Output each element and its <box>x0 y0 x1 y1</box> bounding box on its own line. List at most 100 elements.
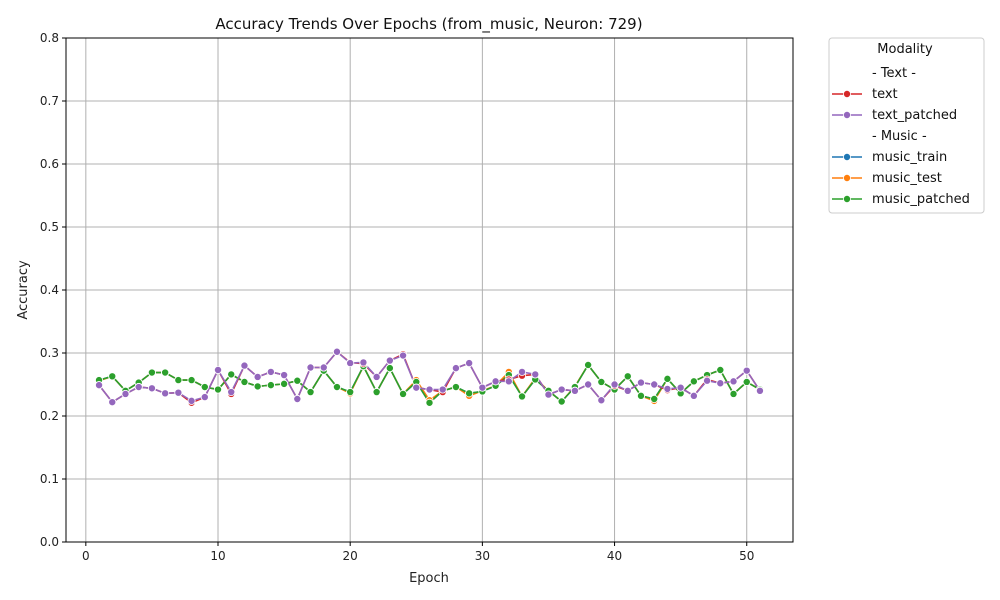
data-point-text_patched <box>425 385 434 394</box>
data-point-text_patched <box>161 389 170 398</box>
data-point-music_patched <box>465 389 474 398</box>
data-point-text_patched <box>597 396 606 405</box>
data-point-text_patched <box>399 351 408 360</box>
chart-title: Accuracy Trends Over Epochs (from_music,… <box>215 15 642 34</box>
data-point-music_patched <box>253 382 262 391</box>
data-point-music_patched <box>716 366 725 375</box>
data-point-music_patched <box>214 385 223 394</box>
data-point-music_patched <box>332 383 341 392</box>
data-point-text_patched <box>623 386 632 395</box>
data-point-text_patched <box>531 370 540 379</box>
data-point-music_patched <box>425 398 434 407</box>
data-point-music_patched <box>200 383 209 392</box>
data-point-text_patched <box>716 379 725 388</box>
data-point-music_patched <box>597 377 606 386</box>
legend-entry-label: music_patched <box>872 192 970 207</box>
data-point-music_patched <box>729 389 738 398</box>
legend-group-header: - Music - <box>872 129 927 144</box>
data-point-text_patched <box>121 389 130 398</box>
data-point-text_patched <box>703 376 712 385</box>
data-point-text_patched <box>451 364 460 373</box>
data-point-text_patched <box>742 366 751 375</box>
data-point-music_patched <box>372 388 381 397</box>
data-point-text_patched <box>253 372 262 381</box>
data-point-text_patched <box>412 383 421 392</box>
y-tick-label: 0.4 <box>40 283 59 297</box>
data-point-text_patched <box>755 386 764 395</box>
data-point-music_patched <box>451 383 460 392</box>
data-point-text_patched <box>491 377 500 386</box>
data-point-music_patched <box>689 377 698 386</box>
data-point-music_patched <box>742 377 751 386</box>
data-point-text_patched <box>214 366 223 375</box>
data-point-text_patched <box>147 384 156 393</box>
x-tick-label: 30 <box>475 549 490 563</box>
y-tick-label: 0.1 <box>40 472 59 486</box>
data-point-text_patched <box>557 385 566 394</box>
data-point-text_patched <box>372 372 381 381</box>
legend-entry-label: text <box>872 87 898 102</box>
data-point-text_patched <box>332 347 341 356</box>
data-point-music_patched <box>266 381 275 390</box>
y-tick-label: 0.8 <box>40 31 59 45</box>
data-point-text_patched <box>478 383 487 392</box>
data-point-text_patched <box>676 383 685 392</box>
y-tick-label: 0.6 <box>40 157 59 171</box>
data-point-music_patched <box>518 392 527 401</box>
legend-entry-label: music_train <box>872 150 947 165</box>
x-tick-label: 50 <box>739 549 754 563</box>
y-tick-label: 0.0 <box>40 535 59 549</box>
data-point-text_patched <box>636 378 645 387</box>
data-point-text_patched <box>518 367 527 376</box>
legend-group-header: - Text - <box>872 66 916 81</box>
y-tick-label: 0.5 <box>40 220 59 234</box>
data-point-text_patched <box>187 396 196 405</box>
data-point-music_patched <box>584 360 593 369</box>
data-point-music_patched <box>227 370 236 379</box>
data-point-text_patched <box>240 361 249 370</box>
data-point-text_patched <box>319 363 328 372</box>
legend-swatch-marker <box>843 111 852 120</box>
legend-swatch-marker <box>843 152 852 161</box>
data-point-text_patched <box>465 359 474 368</box>
legend: Modality - Text - text text_patched - Music… <box>828 37 985 214</box>
x-tick-label: 10 <box>210 549 225 563</box>
data-point-text_patched <box>729 377 738 386</box>
data-point-text_patched <box>438 385 447 394</box>
data-point-music_patched <box>161 368 170 377</box>
data-point-text_patched <box>108 398 117 407</box>
data-point-text_patched <box>293 394 302 403</box>
legend-title: Modality <box>877 42 933 57</box>
data-point-text_patched <box>266 367 275 376</box>
x-tick-label: 40 <box>607 549 622 563</box>
y-tick-label: 0.7 <box>40 94 59 108</box>
data-point-music_patched <box>108 372 117 381</box>
x-tick-label: 0 <box>82 549 90 563</box>
y-axis-ticks: 0.0 0.1 0.2 0.3 0.4 0.5 0.6 0.7 0.8 <box>40 31 66 549</box>
x-axis-label: Epoch <box>409 571 449 586</box>
data-point-text_patched <box>306 363 315 372</box>
data-point-text_patched <box>570 386 579 395</box>
data-point-text_patched <box>650 380 659 389</box>
y-tick-label: 0.2 <box>40 409 59 423</box>
legend-entry-label: music_test <box>872 171 942 186</box>
data-point-text_patched <box>280 371 289 380</box>
data-point-text_patched <box>544 390 553 399</box>
data-point-music_patched <box>147 368 156 377</box>
data-point-text_patched <box>174 388 183 397</box>
data-point-text_patched <box>663 384 672 393</box>
data-point-music_patched <box>293 376 302 385</box>
data-point-text_patched <box>504 377 513 386</box>
data-point-music_patched <box>385 364 394 373</box>
legend-swatch-marker <box>843 194 852 203</box>
data-point-music_patched <box>623 372 632 381</box>
data-point-music_patched <box>280 379 289 388</box>
legend-swatch-marker <box>843 173 852 182</box>
data-point-music_patched <box>187 376 196 385</box>
x-tick-label: 20 <box>343 549 358 563</box>
data-point-music_patched <box>636 391 645 400</box>
legend-swatch-marker <box>843 90 852 99</box>
data-point-music_patched <box>346 388 355 397</box>
data-point-text_patched <box>346 359 355 368</box>
